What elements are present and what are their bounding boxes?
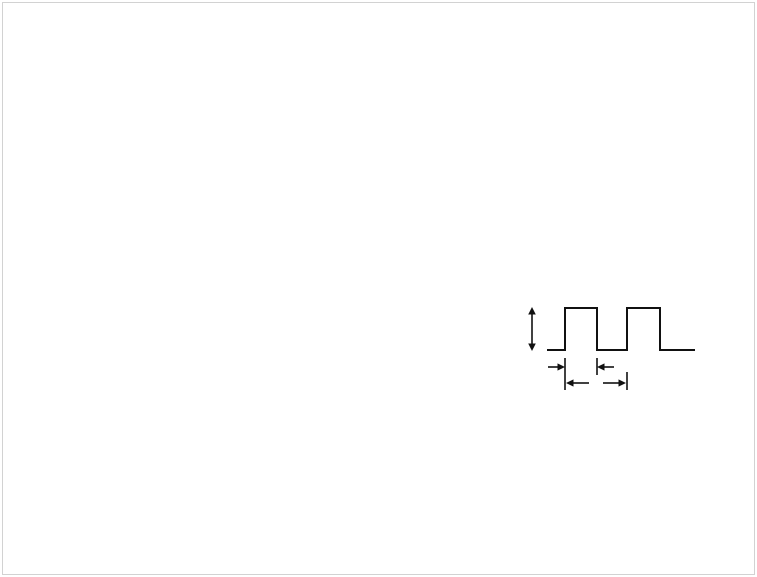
t2-arrow-left-head	[566, 379, 574, 387]
duty-cycle-inset-diagram	[528, 307, 695, 390]
t2-arrow-right-head	[618, 379, 626, 387]
pulse-waveform	[547, 307, 695, 351]
pdm-arrow-head-up	[528, 307, 536, 315]
t1-arrow-left-head	[557, 363, 565, 371]
t1-arrow-right-head	[597, 363, 605, 371]
pdm-arrow-head-down	[528, 343, 536, 351]
